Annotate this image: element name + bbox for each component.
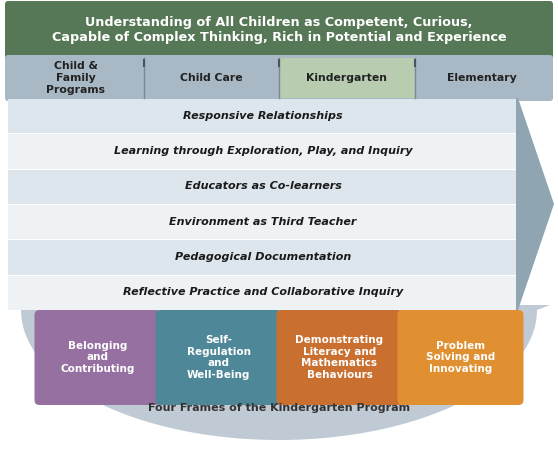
Bar [279,58,415,98]
Bar [516,98,518,310]
FancyBboxPatch shape [5,1,553,59]
FancyBboxPatch shape [156,310,281,405]
Text: Learning through Exploration, Play, and Inquiry: Learning through Exploration, Play, and … [114,146,412,156]
FancyBboxPatch shape [5,55,553,101]
Bar [8,99,518,133]
Bar [415,58,550,98]
Bar [8,276,518,310]
FancyBboxPatch shape [35,310,161,405]
FancyBboxPatch shape [397,310,523,405]
Bar [8,134,518,168]
Text: Belonging
and
Contributing: Belonging and Contributing [60,341,134,374]
Text: Kindergarten: Kindergarten [306,73,387,83]
Text: Environment as Third Teacher: Environment as Third Teacher [169,217,357,227]
Text: Child Care: Child Care [180,73,243,83]
Text: Self-
Regulation
and
Well-Being: Self- Regulation and Well-Being [186,335,251,380]
Polygon shape [518,98,554,310]
Text: Problem
Solving and
Innovating: Problem Solving and Innovating [426,341,495,374]
Polygon shape [8,305,550,440]
Text: Educators as Co-learners: Educators as Co-learners [185,181,341,191]
Text: Elementary: Elementary [448,73,517,83]
Bar [8,205,518,239]
Bar [8,58,143,98]
Bar [8,241,518,275]
Bar [8,170,518,204]
Text: Reflective Practice and Collaborative Inquiry: Reflective Practice and Collaborative In… [123,287,403,297]
Bar [143,58,279,98]
Text: Demonstrating
Literacy and
Mathematics
Behaviours: Demonstrating Literacy and Mathematics B… [295,335,383,380]
Text: Pedagogical Documentation: Pedagogical Documentation [175,252,351,262]
FancyBboxPatch shape [277,310,402,405]
Text: Understanding of All Children as Competent, Curious,
Capable of Complex Thinking: Understanding of All Children as Compete… [52,16,506,44]
Text: Child &
Family
Programs: Child & Family Programs [46,61,105,95]
Text: Four Frames of the Kindergarten Program: Four Frames of the Kindergarten Program [148,403,410,413]
Text: Responsive Relationships: Responsive Relationships [183,110,343,121]
